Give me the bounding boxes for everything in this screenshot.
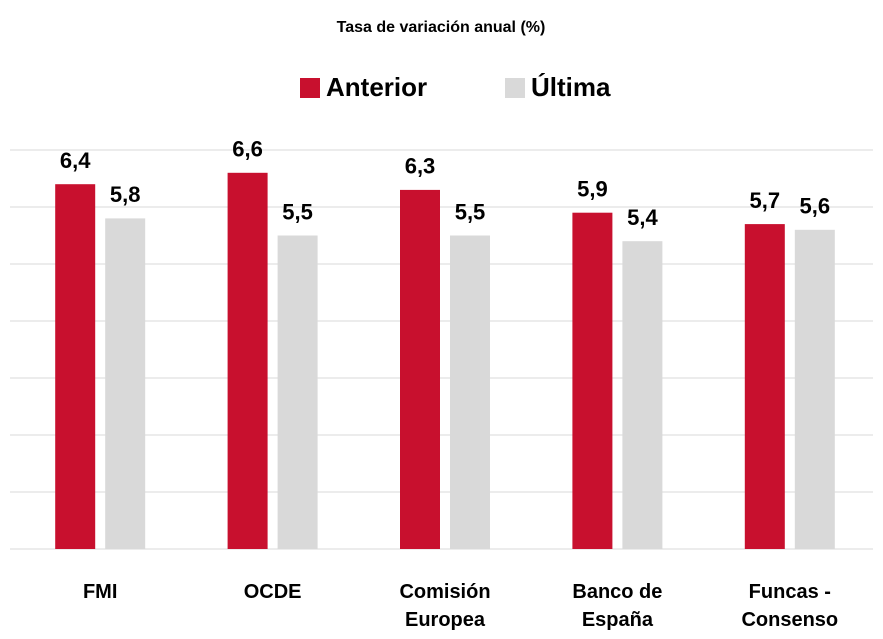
x-tick-label: Banco de España — [572, 581, 663, 631]
bar — [744, 224, 785, 549]
data-label: 5,5 — [455, 199, 486, 224]
data-label: 5,4 — [627, 205, 658, 230]
data-label: 5,8 — [110, 182, 141, 207]
bar — [794, 229, 835, 550]
data-label: 6,6 — [232, 137, 263, 162]
bar — [277, 235, 318, 549]
data-label: 6,4 — [60, 148, 91, 173]
legend-label: Anterior — [326, 72, 427, 102]
data-label: 6,3 — [405, 154, 436, 179]
data-label: 5,7 — [750, 188, 781, 213]
legend-label: Última — [531, 72, 611, 102]
bar — [400, 189, 440, 549]
data-label: 5,6 — [800, 194, 831, 219]
x-tick-label: Comisión Europea — [399, 581, 491, 631]
x-tick-label: OCDE — [243, 581, 302, 603]
x-tick-label: FMI — [82, 581, 118, 603]
bar — [572, 212, 613, 549]
bar — [227, 172, 268, 550]
bar — [622, 241, 663, 549]
data-label: 5,9 — [577, 177, 608, 202]
bar — [55, 184, 96, 549]
legend-swatch — [505, 78, 525, 98]
legend-swatch — [300, 78, 320, 98]
bar — [105, 218, 146, 549]
bar — [450, 235, 490, 549]
x-tick-label: Funcas - Consenso — [741, 581, 839, 631]
chart-title: Tasa de variación anual (%) — [337, 19, 546, 36]
data-label: 5,5 — [282, 199, 313, 224]
